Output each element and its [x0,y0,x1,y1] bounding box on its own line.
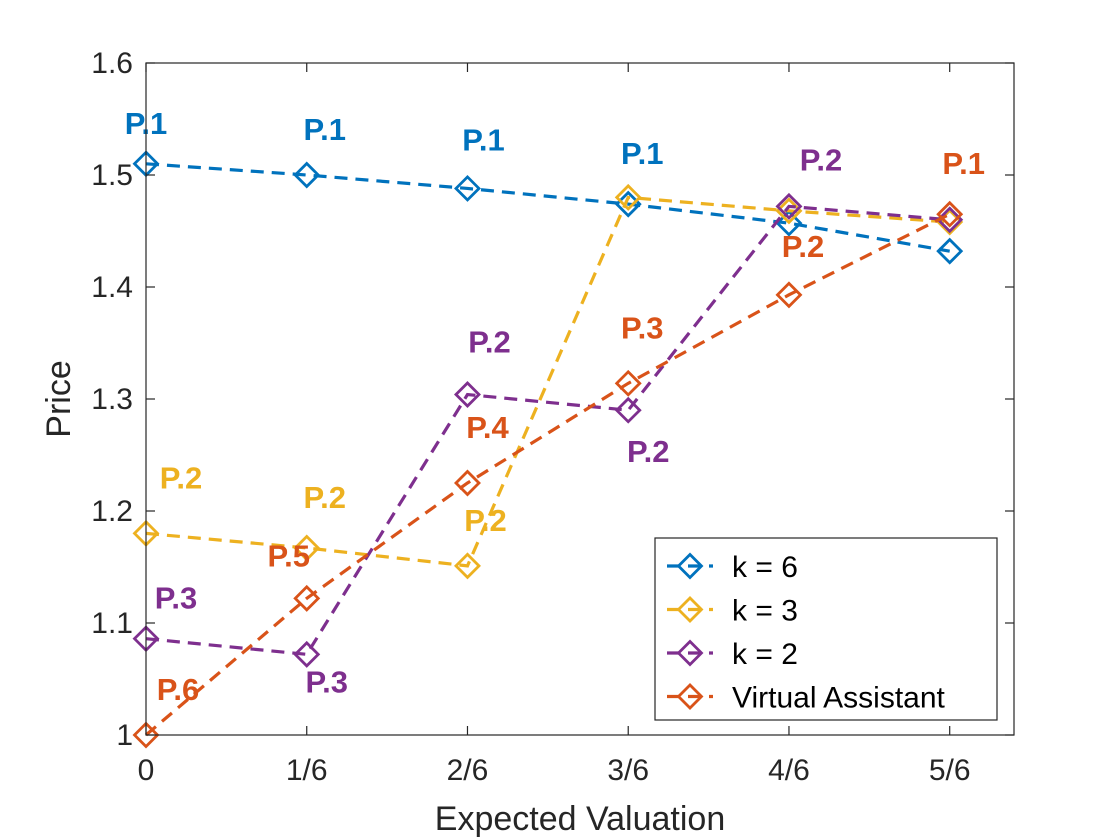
y-tick-label: 1.6 [91,47,133,80]
point-label: P.2 [782,229,825,264]
point-label: P.3 [305,664,348,699]
data-point-marker [454,469,481,497]
data-point-marker [454,174,481,202]
legend-label: k = 3 [732,595,798,628]
data-point-marker [775,197,803,225]
data-point-marker [454,381,481,408]
data-point-marker [454,552,481,580]
data-point-marker [293,584,321,612]
data-point-marker [293,161,321,189]
data-point-marker [775,192,803,220]
data-point-marker [293,534,321,562]
point-label: P.2 [464,503,507,538]
y-tick-label: 1.1 [91,607,133,640]
legend-marker [676,596,704,623]
data-point-marker [936,206,964,234]
legend-item: k = 6 [667,551,798,584]
x-tick-label: 5/6 [929,754,971,787]
series-line [145,204,950,657]
series-4 [132,200,964,749]
data-point-marker [614,396,642,424]
x-tick-label: 1/6 [286,754,328,787]
legend: k = 6 k = 3 k = 2 Virtual Assistant [654,537,998,721]
legend-marker [676,639,704,667]
point-label: P.5 [267,538,310,573]
point-label: P.2 [160,460,203,495]
point-label: P.3 [155,581,198,616]
point-label: P.2 [800,142,843,177]
data-point-marker [775,281,803,309]
series-1 [132,150,964,265]
point-label: P.6 [157,672,200,707]
point-label: P.1 [462,122,505,157]
series-line [145,195,950,568]
point-label: P.2 [303,480,346,515]
x-tick-label: 0 [138,754,155,787]
tick-layer: 1 1.1 1.2 1.3 1.4 1.5 1.6 0 1/6 2/6 3/6 4/6 5/6 [91,47,1014,787]
data-point-marker [614,369,642,397]
y-axis-label: Price [40,360,78,437]
legend-box [654,537,998,721]
x-tick-label: 2/6 [447,754,489,787]
data-point-marker [936,200,964,228]
legend-label: k = 6 [732,551,798,584]
legend-label: k = 2 [732,638,798,671]
y-tick-label: 1.5 [91,159,133,192]
legend-item: k = 3 [667,595,798,628]
point-label: P.3 [621,310,664,345]
point-label: P.2 [468,325,511,360]
series-line [144,212,951,737]
x-tick-label: 3/6 [607,754,649,787]
x-tick-label: 4/6 [768,754,810,787]
series-line [145,162,950,253]
series-layer [132,150,964,749]
data-point-marker [132,721,160,749]
x-axis-label: Expected Valuation [435,800,725,838]
legend-label: Virtual Assistant [732,682,946,715]
legend-marker [676,552,704,580]
point-label: P.1 [621,136,664,171]
legend-item: Virtual Assistant [667,682,946,715]
series-2 [132,183,964,580]
point-label: P.2 [627,434,670,469]
point-label: P.4 [466,410,509,445]
y-tick-label: 1.3 [91,383,133,416]
point-label: P.1 [303,112,346,147]
y-tick-label: 1 [116,719,133,752]
data-point-marker [775,209,803,237]
data-point-marker [293,640,321,668]
legend-item: k = 2 [667,638,798,671]
y-tick-label: 1.4 [91,271,133,304]
data-point-marker [614,183,642,211]
legend-marker [676,683,704,710]
series-3 [132,192,964,668]
y-tick-label: 1.2 [91,495,133,528]
point-label: P.1 [942,146,985,181]
data-point-marker [936,237,964,265]
